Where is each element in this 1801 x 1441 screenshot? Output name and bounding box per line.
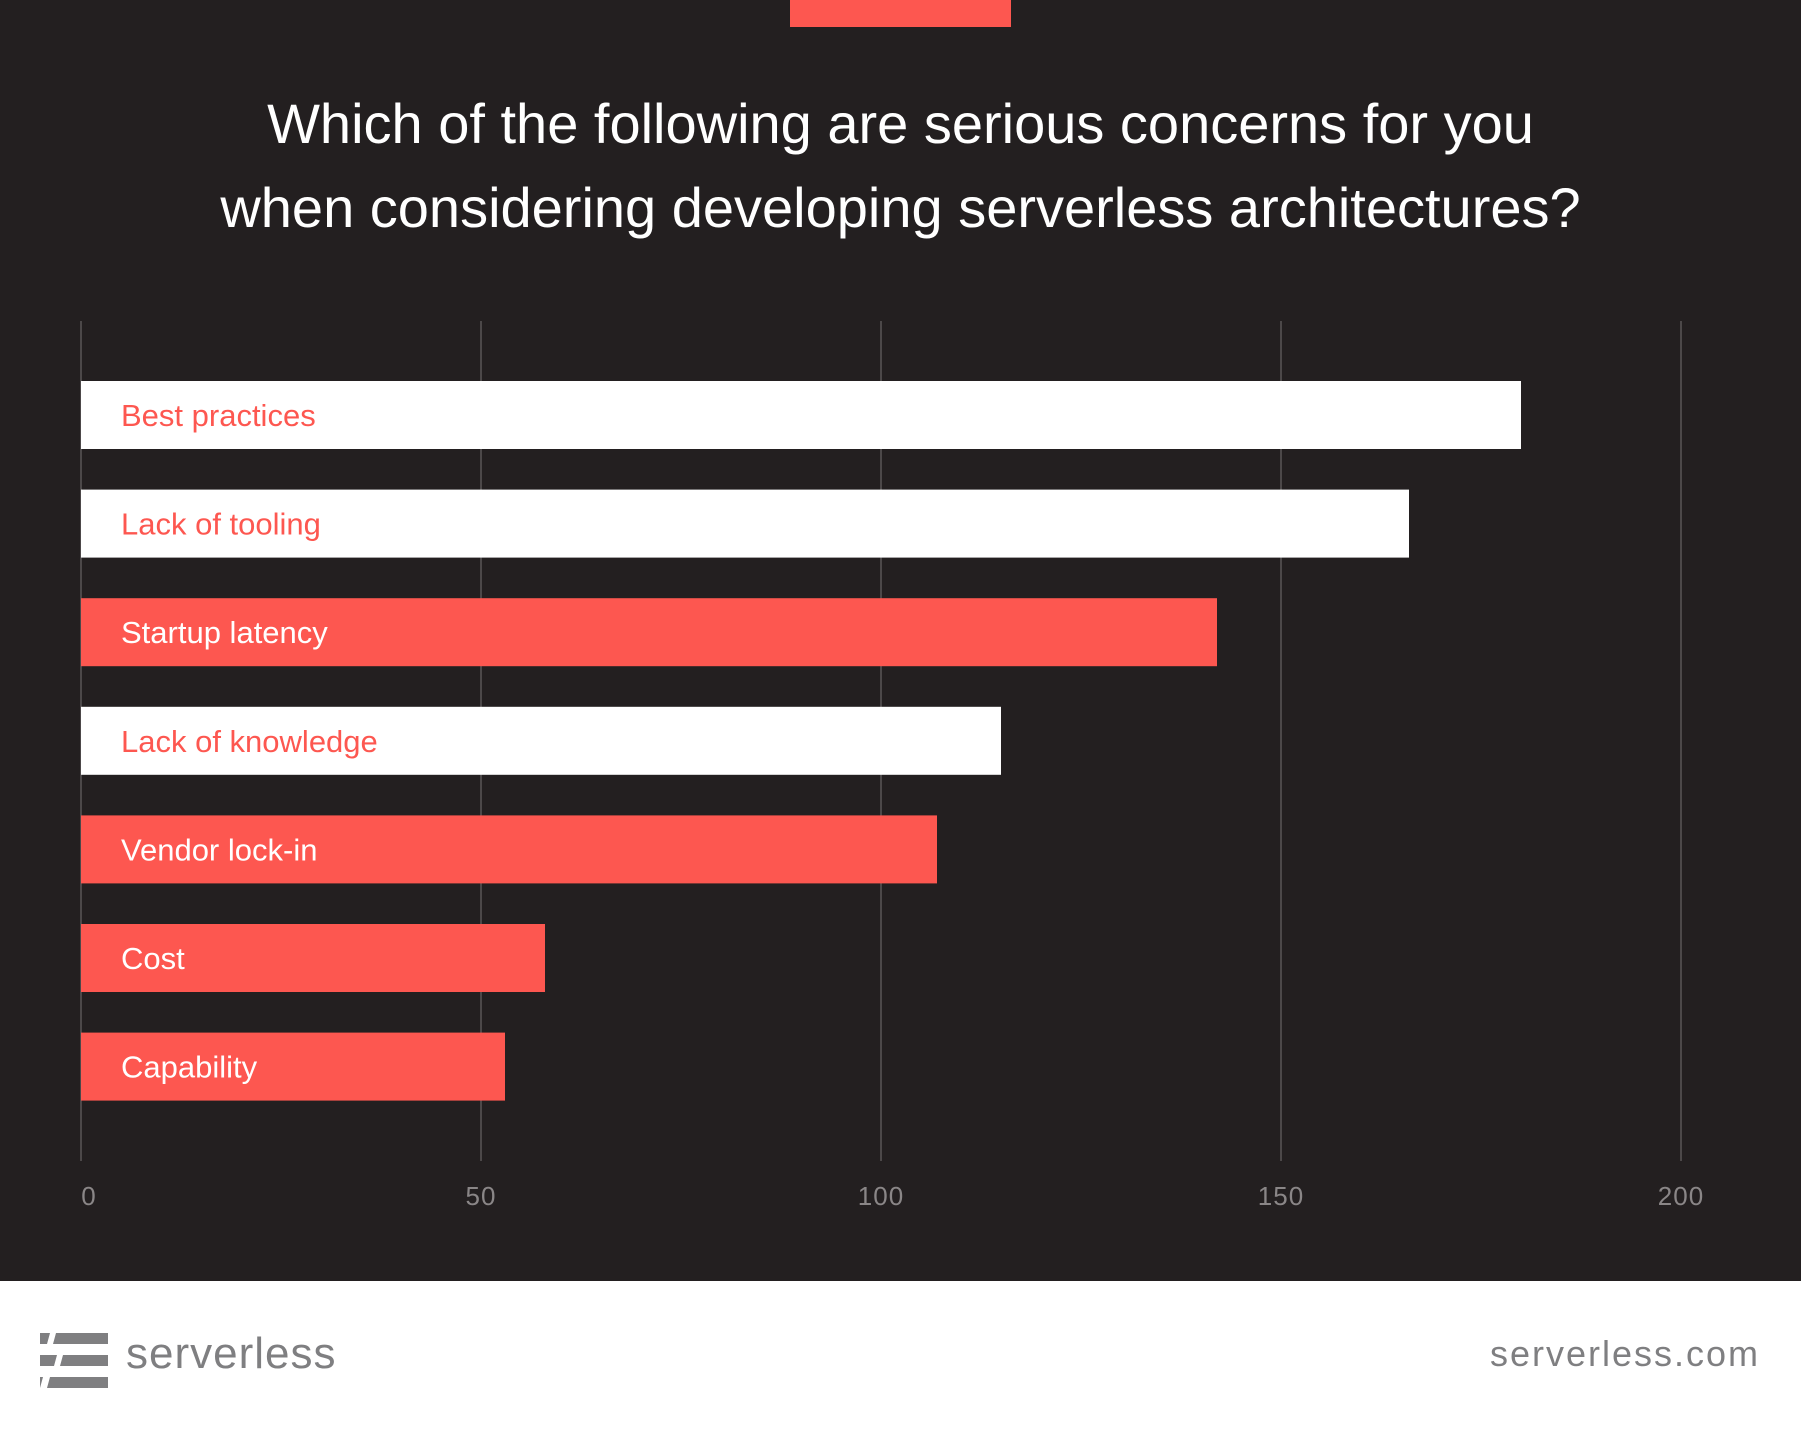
bar-chart: 0 50 100 150 200 Best practices Lack of toolin… [80, 321, 1704, 1211]
bar-label-4: Lack of knowledge [121, 724, 378, 759]
chart-title-line-1: Which of the following are serious conce… [267, 92, 1534, 155]
bar-3 [81, 598, 1217, 667]
bar-label-7: Capability [121, 1050, 258, 1085]
x-tick-label-150: 150 [1258, 1181, 1304, 1211]
bar-1 [81, 381, 1521, 449]
bar-label-2: Lack of tooling [121, 507, 321, 542]
accent-tab [790, 0, 1011, 27]
bar-label-3: Startup latency [121, 615, 328, 650]
bar-7 [81, 1032, 505, 1101]
chart-title-line-2: when considering developing serverless a… [220, 176, 1581, 239]
bar-6 [81, 924, 545, 992]
bar-label-1: Best practices [121, 398, 316, 433]
bar-label-5: Vendor lock-in [121, 832, 317, 867]
x-tick-label-100: 100 [858, 1181, 904, 1211]
x-tick-label-50: 50 [466, 1181, 497, 1211]
x-tick-label-200: 200 [1658, 1181, 1704, 1211]
chart-title: Which of the following are serious conce… [100, 82, 1701, 250]
x-tick-label-0: 0 [81, 1181, 96, 1211]
serverless-logo-icon [40, 1333, 108, 1388]
bar-label-6: Cost [121, 941, 185, 976]
bar-2 [81, 489, 1409, 558]
site-url[interactable]: serverless.com [1489, 1333, 1760, 1374]
chart-panel: Which of the following are serious conce… [0, 0, 1801, 1281]
brand-name: serverless [126, 1329, 337, 1378]
footer: serverless serverless.com [0, 1281, 1801, 1441]
bar-4 [81, 706, 1001, 775]
bar-5 [81, 815, 937, 884]
